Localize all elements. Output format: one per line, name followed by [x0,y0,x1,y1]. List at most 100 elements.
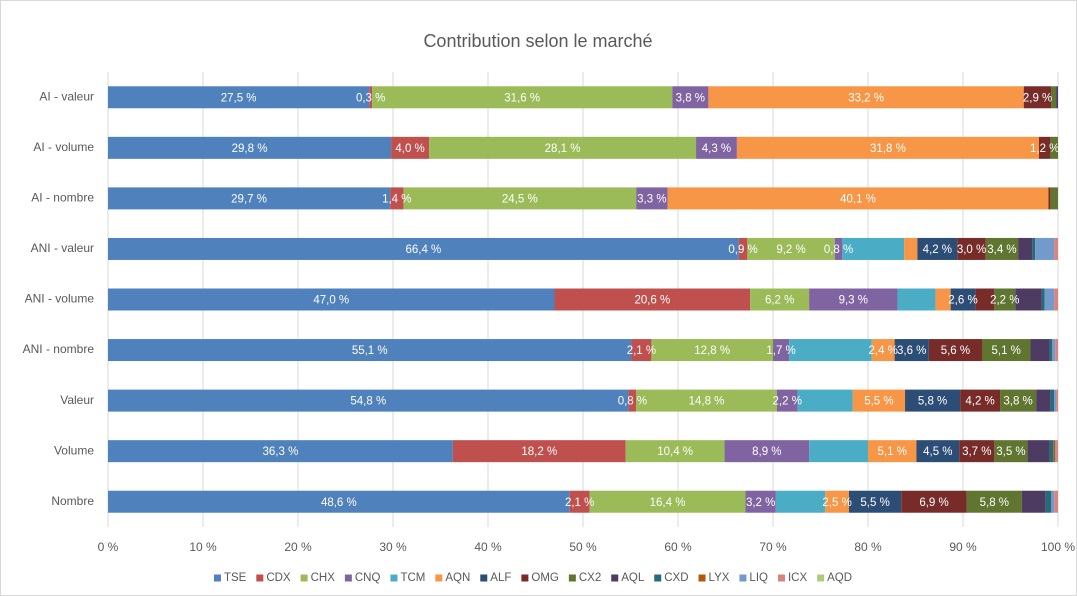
data-label: 2,1 % [565,497,594,509]
bar-segment [825,490,849,513]
bar-segment [108,187,391,210]
bar-segment [1056,440,1058,463]
bar-segment [1041,288,1045,311]
bar-segment [773,339,790,362]
bar-segment [1051,86,1057,109]
data-label: 24,5 % [502,193,538,205]
bar-segment [966,490,1022,513]
data-label: 14,8 % [689,396,725,408]
bar-segment [982,339,1031,362]
legend-item: TCM [390,572,425,584]
bar-segment [108,288,555,311]
bar-segment [108,440,453,463]
data-label: 9,2 % [776,244,805,256]
legend-swatch [654,574,662,582]
bar-segment [108,136,392,159]
legend-swatch [698,574,706,582]
data-label: 1,4 % [382,193,411,205]
data-label: 31,6 % [504,92,540,104]
bar-segment [628,389,637,412]
data-label: 29,7 % [231,193,267,205]
bar-segment [1053,440,1056,463]
data-label: 2,1 % [627,345,656,357]
data-label: 16,4 % [650,497,686,509]
bar-segment [1056,389,1058,412]
data-label: 0,3 % [356,92,385,104]
bar-segment [1055,440,1057,463]
legend-swatch [480,574,488,582]
bar-segment [994,288,1016,311]
data-label: 3,4 % [987,244,1016,256]
bar-segment [636,187,668,210]
legend-label: CHX [311,572,336,584]
legend-label: OMG [531,572,559,584]
data-label: 2,6 % [948,295,977,307]
y-tick-label: Nombre [51,494,94,508]
bar-segment [1018,237,1033,260]
bar-segment [917,237,958,260]
x-tick-label: 30 % [379,540,407,554]
legend-item: CNQ [344,572,380,584]
data-label: 20,6 % [634,295,670,307]
bar-segment [994,440,1028,463]
bar-segment [960,389,1001,412]
bar-segment [1036,389,1051,412]
legend-label: ICX [788,572,808,584]
data-label: 4,2 % [923,244,952,256]
bar-segment [1056,86,1058,109]
bar-segment [747,237,835,260]
data-label: 5,8 % [980,497,1009,509]
data-label: 40,1 % [840,193,876,205]
legend-label: CDX [266,572,291,584]
data-label: 5,5 % [860,497,889,509]
data-label: 18,2 % [521,446,557,458]
data-label: 6,2 % [765,295,794,307]
x-tick-label: 60 % [664,540,692,554]
legend-label: LYX [709,572,730,584]
legend-swatch [390,574,398,582]
bar-segment [569,490,590,513]
bar-segment [1050,389,1055,412]
legend-label: TSE [224,572,247,584]
y-tick-label: AI - volume [33,140,94,154]
legend-swatch [777,574,785,582]
bar-segment [1032,237,1036,260]
legend-label: AQL [621,572,645,584]
legend-item: AQN [435,572,470,584]
y-tick-label: AI - nombre [31,191,94,205]
data-label: 3,0 % [957,244,986,256]
legend-item: TSE [213,572,247,584]
x-tick-label: 40 % [474,540,502,554]
bar-segment [554,288,751,311]
data-label: 0,8 % [618,396,647,408]
bar-segment [1050,187,1058,210]
bar-segment [809,440,868,463]
bar-segment [1021,490,1046,513]
data-label: 5,1 % [992,345,1021,357]
data-label: 4,0 % [395,143,424,155]
bar-segment [672,86,709,109]
bar-segment [1050,136,1058,159]
x-tick-label: 100 % [1041,540,1075,554]
bar-segment [776,389,798,412]
bar-segment [789,339,872,362]
data-label: 3,5 % [996,446,1025,458]
data-label: 2,2 % [990,295,1019,307]
data-label: 48,6 % [321,497,357,509]
legend-item: CXD [654,572,689,584]
data-label: 4,3 % [702,143,731,155]
bar-segment [108,389,629,412]
bar-segment [1054,237,1058,260]
legend-item: OMG [521,572,559,584]
data-label: 2,9 % [1023,92,1052,104]
data-label: 55,1 % [352,345,388,357]
bar-segment [959,440,995,463]
bar-segment [631,339,652,362]
legend-swatch [435,574,443,582]
bar-segment [108,86,370,109]
data-label: 5,1 % [878,446,907,458]
legend-label: CXD [664,572,688,584]
bar-segment [1054,389,1057,412]
bar-segment [1030,339,1050,362]
data-label: 1,2 % [1030,143,1059,155]
